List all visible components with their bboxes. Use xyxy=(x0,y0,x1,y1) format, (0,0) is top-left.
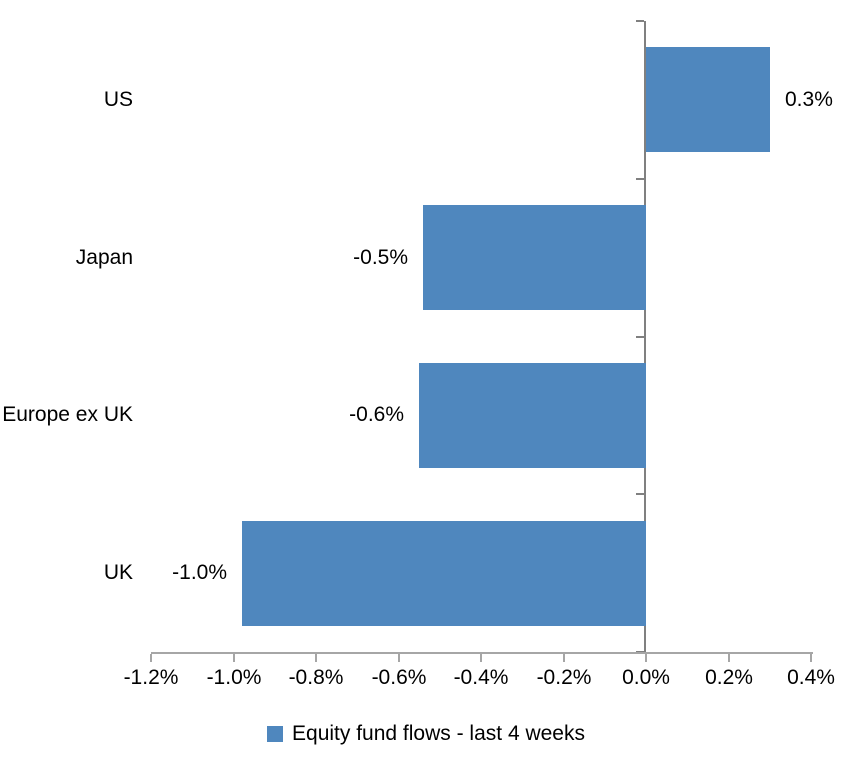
x-axis-tick xyxy=(563,654,565,662)
value-label-japan: -0.5% xyxy=(353,246,408,269)
x-axis-tick xyxy=(150,654,152,662)
category-label-uk: UK xyxy=(103,561,133,584)
category-axis-tick xyxy=(636,493,644,495)
x-axis-tick-label: -0.8% xyxy=(288,666,344,689)
value-label-europe-ex-uk: -0.6% xyxy=(349,403,404,426)
bar-japan xyxy=(423,205,646,310)
x-axis-tick xyxy=(315,654,317,662)
legend: Equity fund flows - last 4 weeks xyxy=(0,722,852,746)
category-axis-tick xyxy=(636,20,644,22)
legend-swatch-icon xyxy=(267,726,284,742)
x-axis-tick xyxy=(233,654,235,662)
bar-europe-ex-uk xyxy=(419,363,646,468)
bar-us xyxy=(646,47,770,152)
x-axis-tick-label: -0.6% xyxy=(371,666,427,689)
category-label-europe-ex-uk: Europe ex UK xyxy=(2,403,133,426)
x-axis-tick-label: 0.0% xyxy=(622,666,670,689)
x-axis-tick-label: -1.2% xyxy=(123,666,179,689)
x-axis-tick xyxy=(398,654,400,662)
x-axis-tick-label: 0.2% xyxy=(705,666,753,689)
x-axis-tick xyxy=(810,654,812,662)
bar-uk xyxy=(242,521,646,626)
value-label-us: 0.3% xyxy=(785,88,833,111)
category-axis-tick xyxy=(636,178,644,180)
category-label-us: US xyxy=(103,88,133,111)
x-axis-tick xyxy=(728,654,730,662)
x-axis-tick xyxy=(645,654,647,662)
value-label-uk: -1.0% xyxy=(172,561,227,584)
x-axis-tick xyxy=(480,654,482,662)
x-axis-tick-label: -1.0% xyxy=(206,666,262,689)
category-label-japan: Japan xyxy=(75,246,133,269)
x-axis-tick-label: 0.4% xyxy=(787,666,835,689)
category-axis-line xyxy=(644,21,646,652)
x-axis-line xyxy=(151,652,813,654)
x-axis-tick-label: -0.4% xyxy=(453,666,509,689)
x-axis-tick-label: -0.2% xyxy=(536,666,592,689)
category-axis-tick xyxy=(636,336,644,338)
legend-label: Equity fund flows - last 4 weeks xyxy=(292,722,585,745)
